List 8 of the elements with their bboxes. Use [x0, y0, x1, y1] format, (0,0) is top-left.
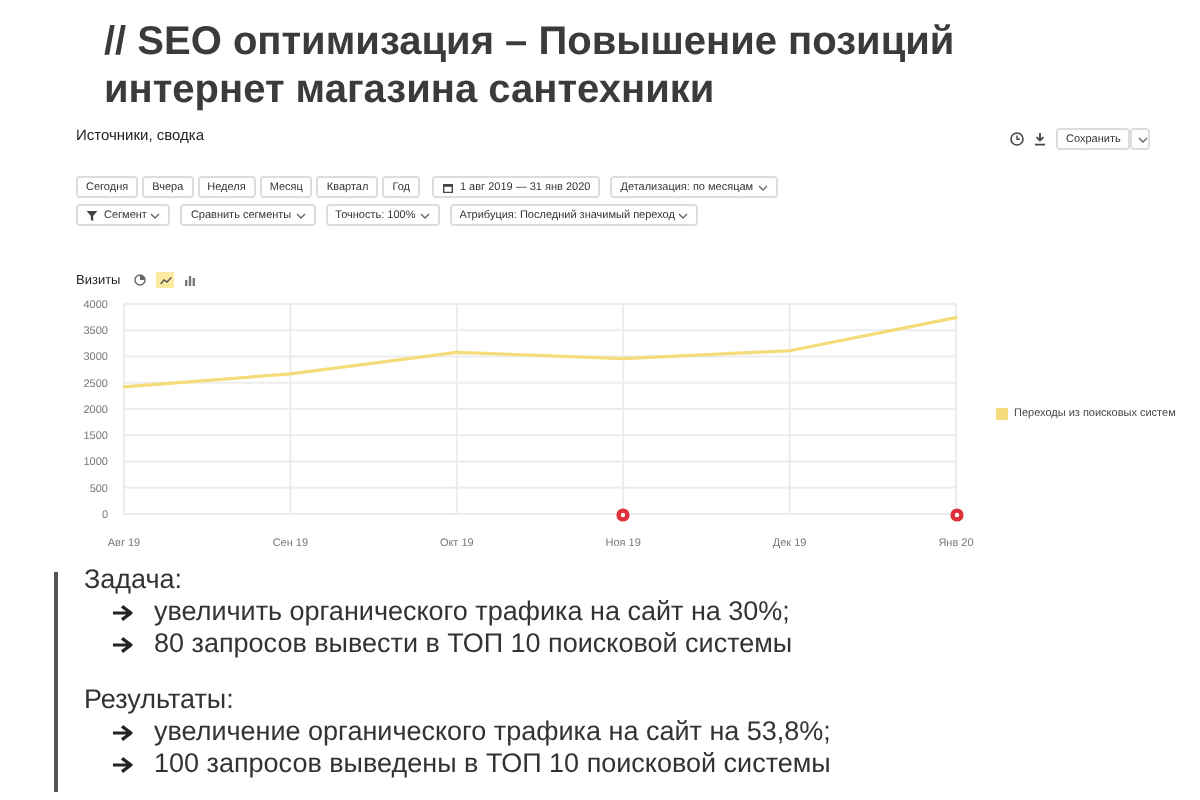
text: Результаты:	[84, 684, 234, 716]
text: увеличить органического трафика на сайт на 30%;	[154, 596, 790, 628]
line-series	[122, 316, 958, 389]
text: Задача:	[84, 564, 183, 596]
text: увеличение органического трафика на сайт на 53,8%;	[154, 716, 831, 748]
text: 100 запросов выведены в ТОП 10 поисковой системы	[154, 748, 831, 780]
text: 80 запросов вывести в ТОП 10 поисковой системы	[154, 628, 793, 660]
chart-title: // SEO оптимизация – Повышение позиций интернет магазина сантехники	[104, 20, 955, 112]
